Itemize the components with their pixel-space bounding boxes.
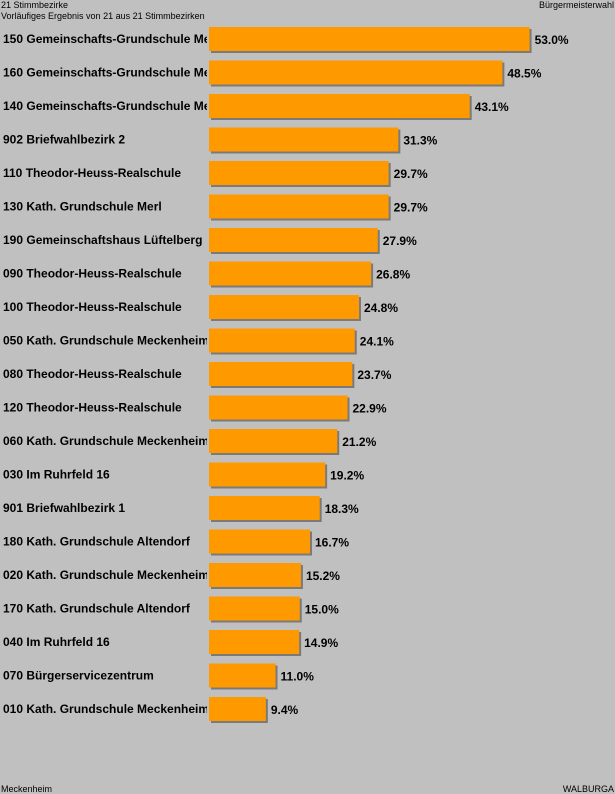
value-label: 29.7% [394,167,428,181]
value-label: 19.2% [330,469,364,483]
value-label: 31.3% [403,134,437,148]
category-label: 901 Briefwahlbezirk 1 [3,501,125,515]
bar [209,27,530,51]
value-label: 18.3% [325,502,359,516]
bar [209,630,300,654]
bar [209,127,399,152]
category-label: 070 Bürgerservicezentrum [3,669,154,683]
value-label: 53.0% [535,33,569,47]
value-label: 15.2% [306,569,340,583]
category-label: 120 Theodor-Heuss-Realschule [3,401,182,415]
bar [209,228,378,252]
value-label: 9.4% [271,703,299,717]
value-label: 21.2% [342,435,376,449]
bar [209,60,503,85]
value-label: 23.7% [357,368,391,382]
bar [209,496,320,520]
category-label: 170 Kath. Grundschule Altendorf [3,602,191,616]
value-label: 29.7% [394,201,428,215]
value-label: 11.0% [281,670,315,684]
category-label: 040 Im Ruhrfeld 16 [3,635,110,649]
value-label: 15.0% [305,603,339,617]
value-label: 14.9% [304,636,338,650]
bar [209,596,300,621]
bar [209,563,301,587]
bar [209,395,348,420]
bar [209,462,326,487]
value-label: 22.9% [353,402,387,416]
election-title: Bürgermeisterwahl [538,0,614,10]
category-label: 160 Gemeinschafts-Grundschule Me [3,66,211,80]
bar [209,362,353,386]
district-count: 21 Stimmbezirke [1,0,69,10]
category-label: 010 Kath. Grundschule Meckenheim [3,702,209,716]
bar [209,429,338,453]
category-label: 110 Theodor-Heuss-Realschule [3,166,181,180]
value-label: 27.9% [383,234,417,248]
bar [209,697,266,721]
bar [209,94,470,118]
bars-group [209,27,532,723]
value-label: 16.7% [315,536,349,550]
bar [209,161,389,185]
bar [209,261,372,286]
candidate-name: WALBURGA [562,784,614,794]
category-label: 080 Theodor-Heuss-Realschule [3,367,182,381]
category-label: 140 Gemeinschafts-Grundschule Me [3,99,211,113]
bar [209,663,276,688]
category-label: 090 Theodor-Heuss-Realschule [3,267,182,281]
bar [209,295,360,319]
category-label: 100 Theodor-Heuss-Realschule [3,300,182,314]
bar [209,328,355,353]
value-label: 24.1% [360,335,394,349]
category-labels-group: 150 Gemeinschafts-Grundschule Me 160 Geme… [3,32,211,716]
value-label: 26.8% [376,268,410,282]
category-label: 180 Kath. Grundschule Altendorf [3,535,191,549]
category-label: 060 Kath. Grundschule Meckenheim [3,434,209,448]
header-info: 21 Stimmbezirke Vorläufiges Ergebnis von… [1,0,205,31]
value-labels-group: 53.0% 48.5% 43.1% 31.3% 29.7% 29.7% 27.9% 26.8%… [271,33,569,717]
category-label: 050 Kath. Grundschule Meckenheim [3,334,209,348]
category-label: 130 Kath. Grundschule Merl [3,200,162,214]
value-label: 43.1% [475,100,509,114]
value-label: 48.5% [507,67,541,81]
bar [209,529,311,554]
result-progress: Vorläufiges Ergebnis von 21 aus 21 Stimm… [1,11,205,21]
bar [209,194,389,219]
municipality-name: Meckenheim [1,784,53,794]
value-label: 24.8% [364,301,398,315]
category-label: 190 Gemeinschaftshaus Lüftelberg [3,233,202,247]
category-label: 030 Im Ruhrfeld 16 [3,468,110,482]
category-label: 902 Briefwahlbezirk 2 [3,133,125,147]
category-label: 020 Kath. Grundschule Meckenheim [3,568,209,582]
category-label: 150 Gemeinschafts-Grundschule Me [3,32,211,46]
